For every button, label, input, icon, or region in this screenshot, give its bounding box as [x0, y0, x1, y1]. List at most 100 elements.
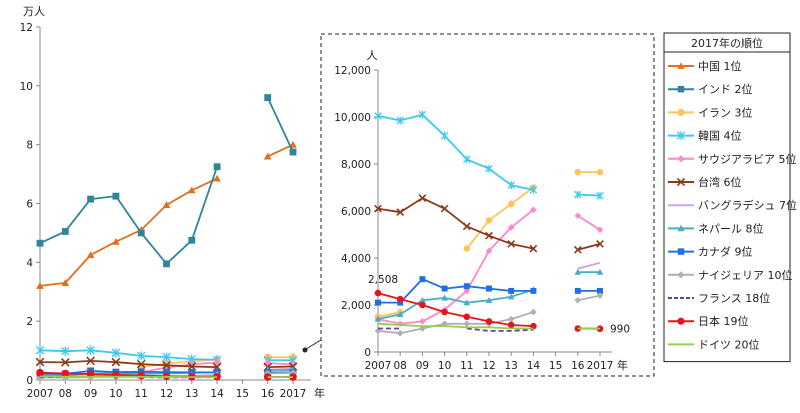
marker-square: [419, 276, 425, 282]
legend-label: ナイジェリア 10位: [698, 268, 793, 282]
legend-label: 日本 19位: [698, 314, 749, 328]
y-tick-label: 2: [26, 316, 33, 328]
x-tick-label: 09: [416, 360, 429, 372]
marker-circle: [575, 169, 582, 176]
y-tick-label: 0: [26, 375, 33, 387]
marker-square: [464, 283, 470, 289]
series-line: [268, 367, 293, 368]
legend-label: 中国 1位: [698, 59, 742, 73]
marker-circle: [137, 372, 145, 380]
x-tick-label: 2017: [280, 388, 307, 400]
series-インド-2位: [37, 94, 297, 267]
y-tick-label: 10,000: [334, 112, 371, 124]
marker-square: [264, 94, 271, 101]
marker-square: [678, 248, 684, 254]
legend-label: インド 2位: [698, 82, 753, 96]
x-tick-label: 10: [438, 360, 451, 372]
y-tick-label: 12,000: [334, 65, 371, 77]
x-tick-label: 2007: [27, 388, 54, 400]
marker-circle: [597, 169, 604, 176]
marker-square: [508, 288, 514, 294]
legend-label: バングラデシュ 7位: [698, 198, 797, 212]
x-unit-label: 年: [314, 386, 325, 400]
x-tick-label: 2017: [587, 360, 614, 372]
series-ネパール-8位: [375, 269, 604, 322]
y-tick-label: 6,000: [341, 206, 371, 218]
y-unit-label: 人: [367, 49, 378, 62]
y-tick-label: 6: [26, 199, 33, 211]
data-label: 2,508: [368, 274, 398, 286]
marker-square: [575, 288, 581, 294]
x-tick-label: 11: [135, 388, 148, 400]
marker-circle: [397, 296, 404, 303]
marker-square: [112, 193, 119, 200]
y-tick-label: 0: [364, 347, 371, 359]
y-tick-label: 2,000: [341, 300, 371, 312]
series-line: [40, 377, 217, 378]
data-label: 990: [610, 324, 630, 336]
series-line: [578, 263, 600, 269]
marker-diamond: [397, 321, 404, 328]
marker-circle: [677, 109, 684, 116]
legend-label: ネパール 8位: [698, 221, 764, 235]
marker-circle: [419, 302, 426, 309]
marker-square: [138, 229, 145, 236]
marker-x: [441, 205, 448, 212]
x-tick-label: 11: [460, 360, 473, 372]
inset-anchor-dot: [303, 348, 308, 353]
marker-square: [188, 237, 195, 244]
series-line: [578, 216, 600, 230]
x-tick-label: 14: [527, 360, 541, 372]
marker-square: [37, 240, 44, 247]
marker-circle: [486, 318, 493, 325]
marker-circle: [36, 369, 44, 377]
y-tick-label: 4: [26, 257, 33, 269]
marker-circle: [486, 217, 493, 224]
marker-circle: [464, 313, 471, 320]
x-tick-label: 08: [59, 388, 72, 400]
legend-label: イラン 3位: [698, 105, 753, 119]
series-line: [578, 296, 600, 301]
y-tick-label: 4,000: [341, 253, 371, 265]
legend-label: ドイツ 20位: [698, 337, 760, 351]
x-tick-label: 2007: [365, 360, 392, 372]
marker-circle: [375, 290, 382, 297]
x-tick-label: 09: [84, 388, 97, 400]
marker-square: [62, 228, 69, 235]
marker-square: [290, 149, 297, 156]
legend-title: 2017年の順位: [691, 36, 763, 50]
marker-diamond: [464, 321, 471, 328]
x-tick-label: 12: [482, 360, 495, 372]
inset-connector: [306, 340, 321, 349]
marker-star: [441, 132, 448, 140]
y-unit-label: 万人: [23, 5, 45, 18]
legend-label: カナダ 9位: [698, 245, 753, 259]
marker-square: [214, 163, 221, 170]
marker-circle: [441, 309, 448, 316]
marker-diamond: [397, 330, 404, 337]
x-tick-label: 15: [549, 360, 562, 372]
marker-circle: [508, 322, 515, 329]
marker-square: [530, 288, 536, 294]
x-tick-label: 13: [505, 360, 518, 372]
x-tick-label: 16: [571, 360, 585, 372]
marker-square: [486, 286, 492, 292]
x-tick-label: 14: [210, 388, 224, 400]
series-台湾-6位: [375, 195, 604, 253]
marker-star: [464, 155, 471, 163]
marker-star: [486, 165, 493, 173]
series-line: [268, 145, 293, 157]
series-ドイツ-20位: [40, 377, 293, 378]
y-tick-label: 10: [20, 81, 33, 93]
marker-circle: [464, 245, 471, 252]
y-tick-label: 8: [26, 140, 33, 152]
marker-circle: [508, 201, 515, 208]
marker-square: [678, 86, 684, 92]
series-line: [268, 98, 293, 152]
series-line: [40, 167, 217, 264]
x-tick-label: 10: [109, 388, 122, 400]
